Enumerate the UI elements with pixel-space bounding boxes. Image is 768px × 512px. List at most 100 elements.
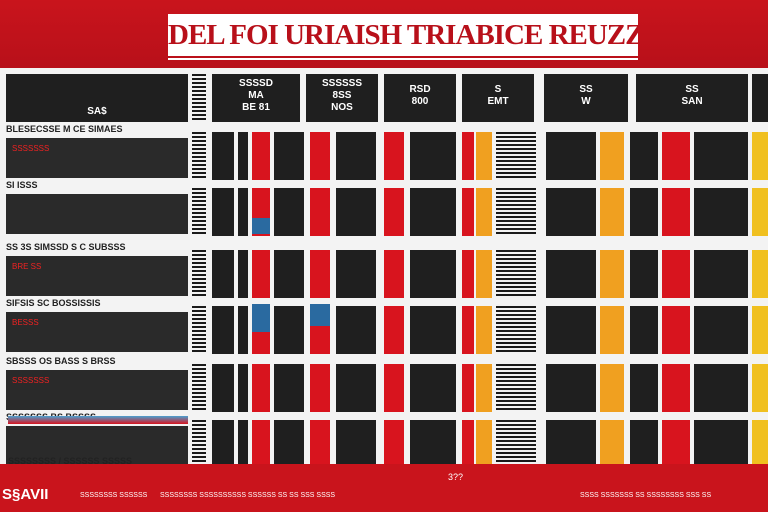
table-cell xyxy=(192,306,206,354)
table-cell xyxy=(662,420,690,468)
table-cell xyxy=(274,132,304,180)
footer-text: SSSS SSSSSSS SS SSSSSSSS SSS SS xyxy=(580,492,712,499)
table-cell xyxy=(630,420,658,468)
row-label: SI ISSS xyxy=(6,180,38,190)
table-cell xyxy=(600,306,624,354)
table-cell xyxy=(752,306,768,354)
table-cell xyxy=(462,132,474,180)
table-cell xyxy=(384,420,404,468)
row-label: BLESECSSE M CE SIMAES xyxy=(6,124,123,134)
column-header: SA$ xyxy=(6,74,188,122)
column-header: S EMT xyxy=(462,74,534,122)
table-cell xyxy=(630,364,658,412)
table-cell xyxy=(212,250,234,298)
table-cell xyxy=(410,250,456,298)
table-cell xyxy=(192,420,206,468)
table-cell xyxy=(662,306,690,354)
table-cell xyxy=(462,306,474,354)
title-underline xyxy=(168,58,638,60)
table-cell xyxy=(252,420,270,468)
table-cell xyxy=(630,132,658,180)
table-cell xyxy=(476,132,492,180)
table-cell xyxy=(496,420,536,468)
table-cell xyxy=(384,132,404,180)
table-cell xyxy=(496,306,536,354)
highlight-cell xyxy=(310,304,330,326)
row-label: SBSSS OS BASS S BRSS xyxy=(6,356,116,366)
table-cell xyxy=(600,420,624,468)
table-cell xyxy=(462,250,474,298)
table-cell xyxy=(310,132,330,180)
table-cell xyxy=(410,420,456,468)
table-cell xyxy=(496,250,536,298)
table-cell xyxy=(694,420,748,468)
table-cell xyxy=(410,188,456,236)
title-banner: DEL FOI URIAISH TRIABICE REUZZA xyxy=(0,0,768,68)
row-name-cell xyxy=(6,256,188,296)
table-cell xyxy=(476,420,492,468)
highlight-cell xyxy=(252,218,270,234)
footer-brand: S§AVII xyxy=(2,486,49,503)
table-cell xyxy=(600,250,624,298)
table-cell xyxy=(212,132,234,180)
table-cell xyxy=(238,364,248,412)
table-cell xyxy=(192,250,206,298)
table-cell xyxy=(310,188,330,236)
table-cell xyxy=(252,250,270,298)
row-name-cell xyxy=(6,312,188,352)
table-cell xyxy=(274,188,304,236)
row-name-cell xyxy=(6,370,188,410)
row-sublabel: SSSSSSS xyxy=(12,144,50,153)
table-cell xyxy=(600,364,624,412)
table-cell xyxy=(310,364,330,412)
row-sublabel: BESSS xyxy=(12,318,39,327)
table-cell xyxy=(546,420,596,468)
table-cell xyxy=(410,306,456,354)
table-cell xyxy=(476,250,492,298)
table-cell xyxy=(630,188,658,236)
row-name-cell xyxy=(6,426,188,466)
footer-mark: 3?? xyxy=(448,472,464,482)
column-header: SSSSSS 8SS NOS xyxy=(306,74,378,122)
table-cell xyxy=(212,306,234,354)
row-label: SIFSIS SC BOSSISSIS xyxy=(6,298,101,308)
footer-text: SSSSSSSS SSSSSSSSSS SSSSSS SS SS SSS SSS… xyxy=(160,492,336,499)
table-cell xyxy=(252,364,270,412)
row-sublabel: SSSSSSS xyxy=(12,376,50,385)
table-cell xyxy=(336,132,376,180)
highlight-cell xyxy=(252,304,270,332)
row-name-cell xyxy=(6,138,188,178)
table-cell xyxy=(192,364,206,412)
table-cell xyxy=(212,188,234,236)
table-cell xyxy=(546,250,596,298)
table-cell xyxy=(410,132,456,180)
table-cell xyxy=(694,250,748,298)
row-sublabel: BRE SS xyxy=(12,262,42,271)
table-cell xyxy=(336,420,376,468)
table-cell xyxy=(238,250,248,298)
table-cell xyxy=(336,250,376,298)
table-cell xyxy=(752,420,768,468)
table-cell xyxy=(274,250,304,298)
table-cell xyxy=(238,132,248,180)
page-title: DEL FOI URIAISH TRIABICE REUZZA xyxy=(168,14,638,56)
table-cell xyxy=(384,364,404,412)
column-header: SS SAN xyxy=(636,74,748,122)
table-cell xyxy=(476,364,492,412)
table-cell xyxy=(546,132,596,180)
table-cell xyxy=(274,306,304,354)
table-cell xyxy=(752,250,768,298)
table-cell xyxy=(630,250,658,298)
column-header: SSSSD MA BE 81 xyxy=(212,74,300,122)
table-cell xyxy=(212,364,234,412)
table-cell xyxy=(462,188,474,236)
table-cell xyxy=(694,364,748,412)
table-cell xyxy=(694,188,748,236)
table-cell xyxy=(546,306,596,354)
column-header: RSD 800 xyxy=(384,74,456,122)
table-cell xyxy=(238,188,248,236)
table-cell xyxy=(238,306,248,354)
table-cell xyxy=(752,364,768,412)
table-cell xyxy=(274,364,304,412)
table-cell xyxy=(336,364,376,412)
